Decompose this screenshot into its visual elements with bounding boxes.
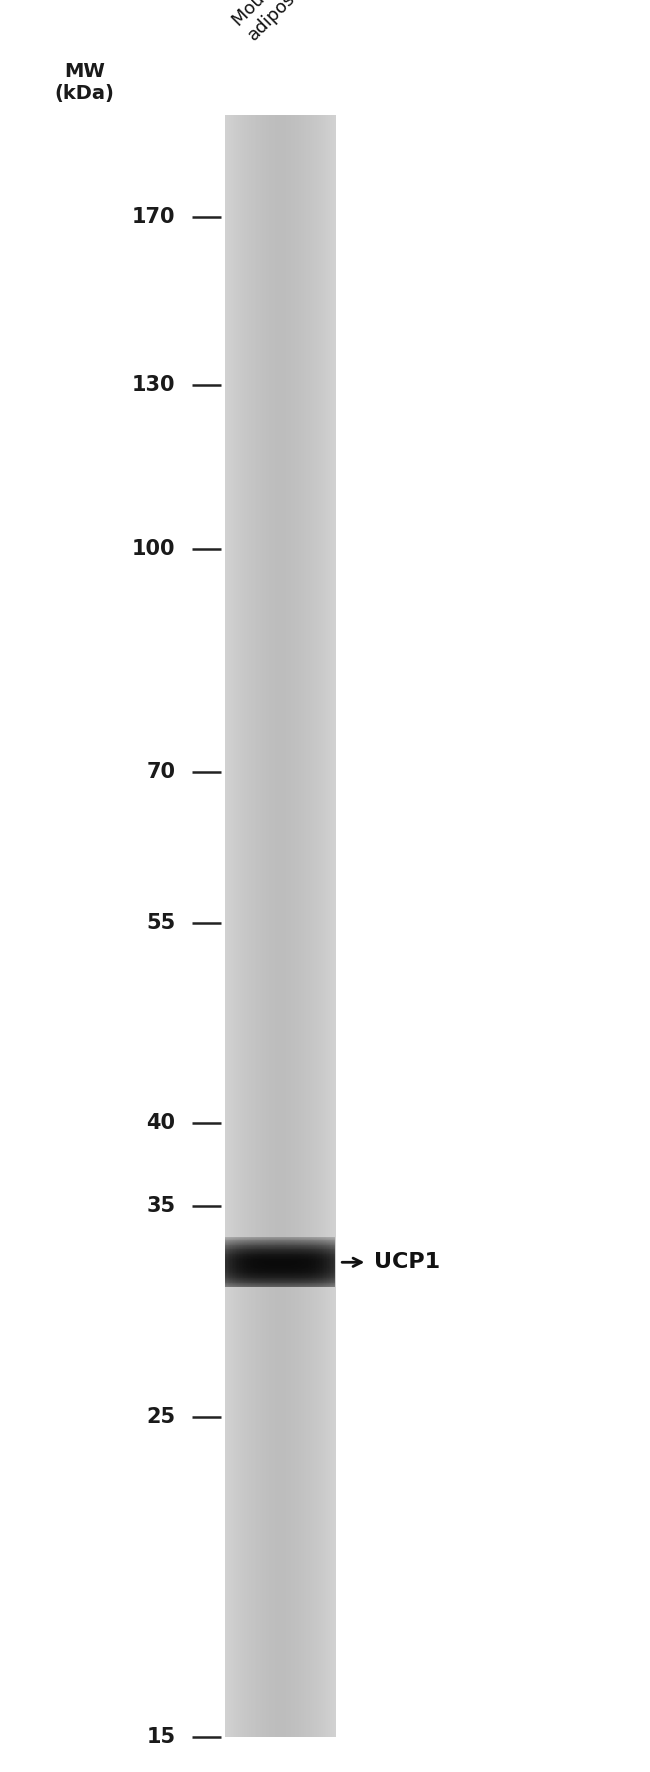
Bar xyxy=(225,115,227,1737)
Text: 130: 130 xyxy=(132,376,176,395)
Bar xyxy=(273,115,275,1737)
Bar xyxy=(262,115,264,1737)
Bar xyxy=(238,115,240,1737)
Bar xyxy=(268,115,269,1737)
Text: 55: 55 xyxy=(146,913,176,934)
Bar xyxy=(313,115,315,1737)
Bar xyxy=(271,115,273,1737)
Bar xyxy=(246,115,247,1737)
Bar xyxy=(288,115,290,1737)
Bar xyxy=(251,115,253,1737)
Bar xyxy=(306,115,308,1737)
Text: 100: 100 xyxy=(132,539,176,558)
Bar xyxy=(286,115,288,1737)
Bar xyxy=(255,115,257,1737)
Bar xyxy=(317,115,319,1737)
Bar xyxy=(324,115,326,1737)
Text: 35: 35 xyxy=(146,1196,176,1216)
Bar xyxy=(249,115,251,1737)
Bar xyxy=(312,115,313,1737)
Bar xyxy=(266,115,268,1737)
Bar xyxy=(310,115,312,1737)
Bar xyxy=(231,115,233,1737)
Bar xyxy=(280,115,282,1737)
Bar xyxy=(275,115,277,1737)
Bar xyxy=(233,115,235,1737)
Bar xyxy=(297,115,299,1737)
Bar xyxy=(295,115,297,1737)
Bar xyxy=(315,115,317,1737)
Bar xyxy=(321,115,323,1737)
Text: MW
(kDa): MW (kDa) xyxy=(55,62,114,103)
Bar xyxy=(240,115,242,1737)
Bar xyxy=(258,115,260,1737)
Text: 70: 70 xyxy=(146,762,176,781)
Bar xyxy=(227,115,229,1737)
Bar xyxy=(257,115,258,1737)
Bar xyxy=(282,115,284,1737)
Text: 15: 15 xyxy=(146,1726,176,1747)
Bar xyxy=(323,115,324,1737)
Bar xyxy=(328,115,330,1737)
Bar xyxy=(236,115,238,1737)
Bar xyxy=(284,115,286,1737)
Bar xyxy=(302,115,304,1737)
Bar xyxy=(293,115,295,1737)
Text: 170: 170 xyxy=(132,207,176,227)
Bar xyxy=(304,115,306,1737)
Bar xyxy=(290,115,291,1737)
Text: Mouse brown
adipose: Mouse brown adipose xyxy=(229,0,341,44)
Bar xyxy=(319,115,321,1737)
Bar xyxy=(308,115,310,1737)
Bar xyxy=(253,115,255,1737)
Bar xyxy=(279,115,280,1737)
Bar xyxy=(229,115,231,1737)
Bar xyxy=(330,115,332,1737)
Bar xyxy=(277,115,279,1737)
Bar xyxy=(242,115,244,1737)
Text: UCP1: UCP1 xyxy=(374,1253,440,1272)
Bar xyxy=(264,115,266,1737)
Bar xyxy=(247,115,249,1737)
Bar xyxy=(291,115,293,1737)
Bar xyxy=(326,115,328,1737)
Bar xyxy=(301,115,302,1737)
Bar xyxy=(244,115,246,1737)
Text: 25: 25 xyxy=(146,1407,176,1426)
Bar xyxy=(260,115,262,1737)
Bar xyxy=(334,115,335,1737)
Bar xyxy=(299,115,301,1737)
Text: 40: 40 xyxy=(146,1113,176,1132)
Bar xyxy=(332,115,334,1737)
Bar xyxy=(235,115,236,1737)
Bar xyxy=(269,115,271,1737)
